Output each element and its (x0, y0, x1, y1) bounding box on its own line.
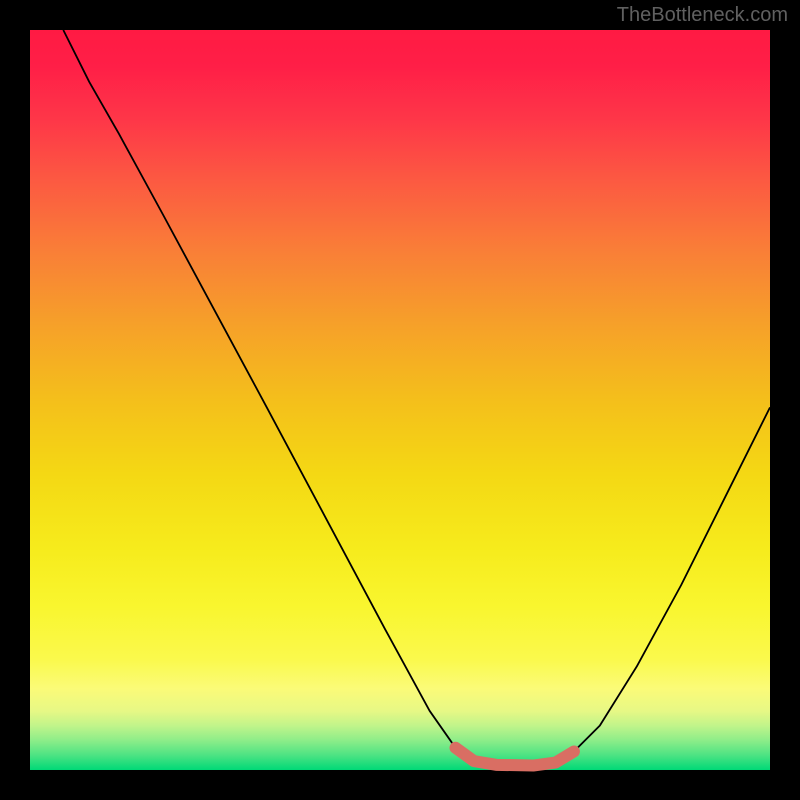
watermark-text: TheBottleneck.com (617, 4, 788, 27)
bottleneck-chart (0, 0, 800, 800)
chart-svg (0, 0, 800, 800)
plot-background (30, 30, 770, 770)
